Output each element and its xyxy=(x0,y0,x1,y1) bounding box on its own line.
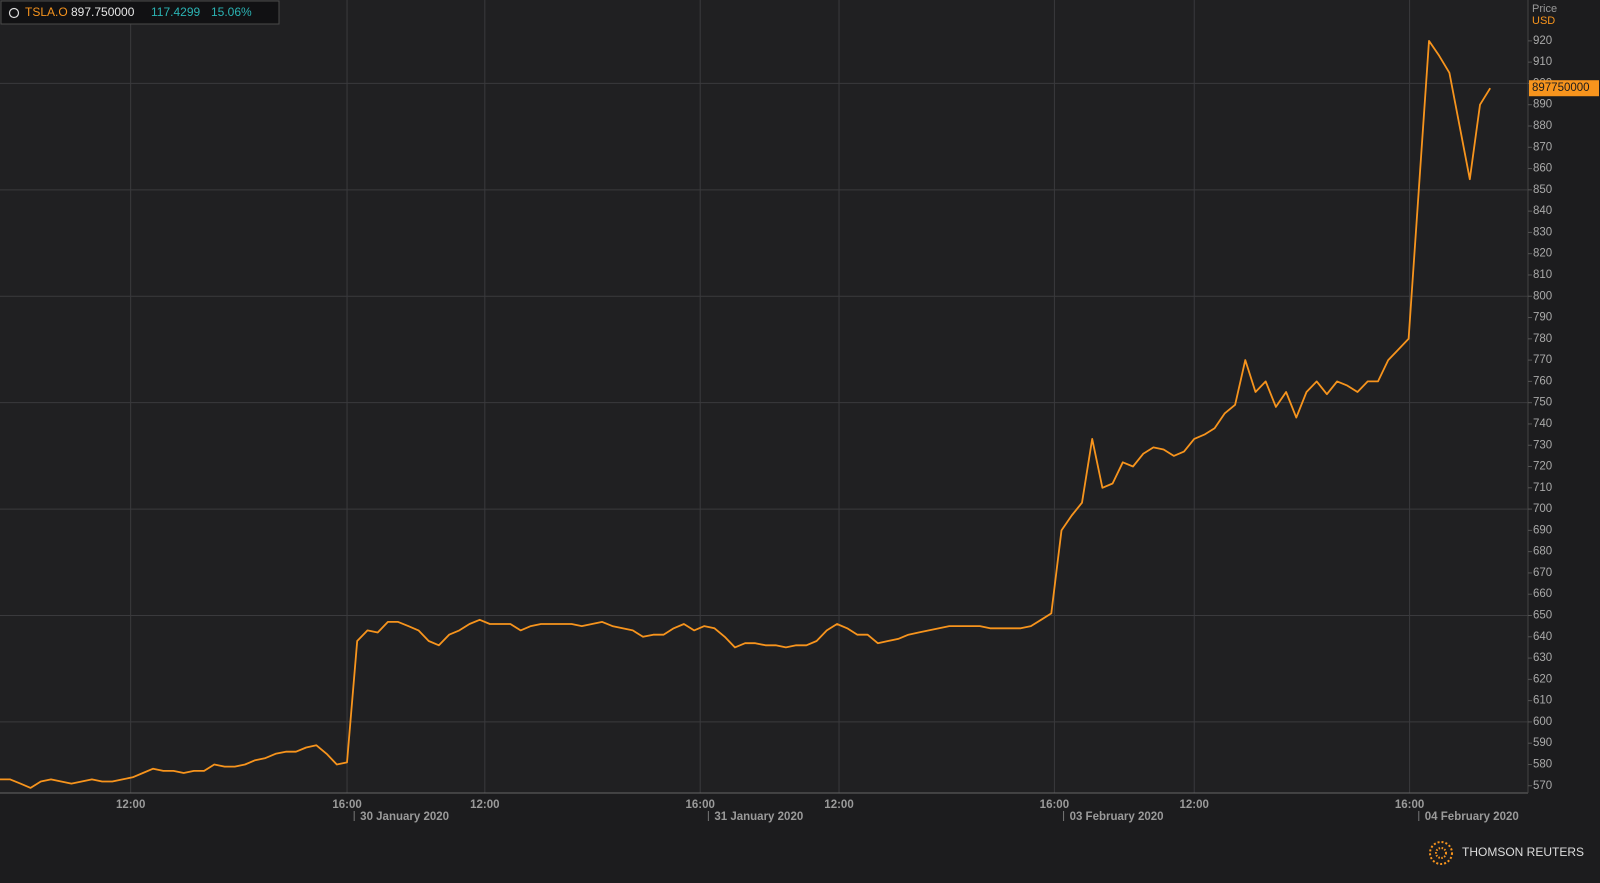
y-tick-label: 740 xyxy=(1533,418,1552,430)
y-tick-label: 580 xyxy=(1533,759,1552,771)
y-tick-label: 670 xyxy=(1533,567,1552,579)
grid xyxy=(0,0,1528,793)
y-tick-label: 800 xyxy=(1533,290,1552,302)
y-tick-label: 780 xyxy=(1533,333,1552,345)
y-tick-label: 690 xyxy=(1533,524,1552,536)
last-price-marker xyxy=(1529,80,1599,97)
axis-title: Price xyxy=(1532,3,1557,15)
y-tick-label: 850 xyxy=(1533,184,1552,196)
y-tick-label: 700 xyxy=(1533,503,1552,515)
last-price: 897.750000 xyxy=(71,5,135,19)
y-tick-label: 660 xyxy=(1533,588,1552,600)
y-tick-label: 710 xyxy=(1533,482,1552,494)
x-tick-label: 16:00 xyxy=(685,799,714,811)
ric: TSLA.O xyxy=(25,5,68,19)
date-tick-label: 03 February 2020 xyxy=(1070,811,1164,823)
x-tick-label: 16:00 xyxy=(1395,799,1424,811)
plot xyxy=(0,40,1491,789)
y-tick-label: 680 xyxy=(1533,546,1552,558)
x-tick-label: 16:00 xyxy=(332,799,361,811)
y-tick-label: 880 xyxy=(1533,120,1552,132)
x-tick-label: 16:00 xyxy=(1040,799,1069,811)
y-tick-label: 910 xyxy=(1533,56,1552,68)
y-tick-label: 720 xyxy=(1533,461,1552,473)
y-tick-label: 810 xyxy=(1533,269,1552,281)
clock-icon xyxy=(8,7,20,19)
brand: THOMSON REUTERS xyxy=(1462,845,1584,859)
price-line xyxy=(0,40,1491,789)
change: 117.4299 xyxy=(151,5,200,19)
plot-background xyxy=(0,0,1528,793)
last-price-tag: 897750000 xyxy=(1532,82,1590,94)
x-tick-label: 12:00 xyxy=(1180,799,1209,811)
y-tick-label: 820 xyxy=(1533,248,1552,260)
x-tick-label: 12:00 xyxy=(470,799,499,811)
y-tick-label: 760 xyxy=(1533,375,1552,387)
x-tick-label: 12:00 xyxy=(116,799,145,811)
y-tick-label: 610 xyxy=(1533,695,1552,707)
y-tick-label: 630 xyxy=(1533,652,1552,664)
y-tick-label: 750 xyxy=(1533,397,1552,409)
date-tick-label: 04 February 2020 xyxy=(1425,811,1519,823)
header-box xyxy=(0,0,280,25)
y-tick-label: 870 xyxy=(1533,141,1552,153)
y-tick-label: 770 xyxy=(1533,354,1552,366)
y-tick-label: 640 xyxy=(1533,631,1552,643)
brand-logo xyxy=(1429,841,1453,865)
y-tick-label: 570 xyxy=(1533,780,1552,792)
date-tick-label: 31 January 2020 xyxy=(714,811,803,823)
y-tick-label: 790 xyxy=(1533,312,1552,324)
y-tick-label: 590 xyxy=(1533,737,1552,749)
x-tick-label: 12:00 xyxy=(824,799,853,811)
y-tick-label: 730 xyxy=(1533,439,1552,451)
y-tick-label: 860 xyxy=(1533,163,1552,175)
y-tick-label: 840 xyxy=(1533,205,1552,217)
y-tick-label: 920 xyxy=(1533,35,1552,47)
y-tick-label: 890 xyxy=(1533,99,1552,111)
date-tick-label: 30 January 2020 xyxy=(360,811,449,823)
y-tick-label: 650 xyxy=(1533,610,1552,622)
y-tick-label: 620 xyxy=(1533,673,1552,685)
y-tick-label: 600 xyxy=(1533,716,1552,728)
y-tick-label: 830 xyxy=(1533,226,1552,238)
change-pct: 15.06% xyxy=(211,5,252,19)
axis-unit: USD xyxy=(1532,15,1555,27)
